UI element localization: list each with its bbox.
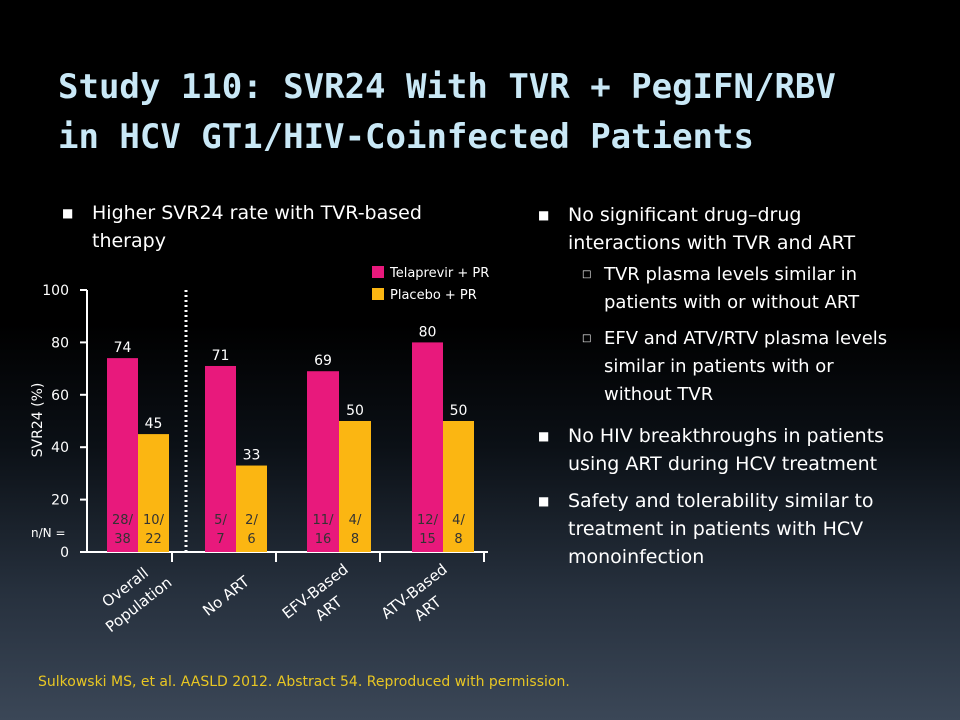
slide-title: Study 110: SVR24 With TVR + PegIFN/RBV i… [58,62,938,162]
n-value-bottom: 15 [419,532,436,547]
y-tick-label: 100 [42,283,69,299]
n-value-bottom: 38 [114,532,131,547]
bar-value-label: 33 [243,448,261,464]
bar-telaprevir [412,342,443,552]
right-bullet-1: ■ No significant drug–drug interactions … [538,201,856,257]
sub-bullet-1-line-1: TVR plasma levels similar in [604,264,858,285]
y-tick-label: 80 [51,335,69,351]
sub-bullet-1: □ TVR plasma levels similar in patients … [582,261,860,317]
n-value-bottom: 7 [216,532,224,547]
y-tick-label: 60 [51,388,69,404]
n-value-bottom: 8 [454,532,462,547]
n-value-top: 2/ [245,513,258,528]
bar-value-label: 45 [145,416,163,432]
right-bullet-1-line-2: interactions with TVR and ART [568,232,856,254]
n-value-top: 4/ [452,513,465,528]
right-bullet-2: ■ No HIV breakthroughs in patients using… [538,422,885,478]
n-value-bottom: 8 [351,532,359,547]
n-value-bottom: 22 [145,532,162,547]
bar-value-label: 74 [114,340,132,356]
n-value-top: 5/ [214,513,227,528]
title-line-1: Study 110: SVR24 With TVR + PegIFN/RBV [58,67,836,107]
y-tick-label: 0 [60,545,69,561]
n-value-top: 28/ [112,513,134,528]
bar-placebo [443,421,474,552]
bar-value-label: 71 [212,348,230,364]
bar-telaprevir [107,358,138,552]
bar-placebo [236,465,267,552]
hollow-square-bullet-icon: □ [582,269,592,280]
bar-value-label: 50 [450,403,468,419]
hollow-square-bullet-icon: □ [582,333,592,344]
legend-label: Telaprevir + PR [389,266,489,281]
sub-bullet-2-line-1: EFV and ATV/RTV plasma levels [604,328,888,349]
square-bullet-icon: ■ [538,494,550,508]
bar-placebo [339,421,371,552]
square-bullet-icon: ■ [538,429,550,443]
x-category-label-line: No ART [199,572,253,620]
x-category-label: No ART [199,572,253,620]
y-tick-label: 40 [51,440,69,456]
n-value-bottom: 6 [247,532,255,547]
bar-placebo [138,434,169,552]
legend-swatch [372,288,384,300]
y-tick-label: 20 [51,493,69,509]
sub-bullet-2: □ EFV and ATV/RTV plasma levels similar … [582,325,888,409]
legend-swatch [372,266,384,278]
title-line-2: in HCV GT1/HIV-Coinfected Patients [58,117,754,157]
right-bullet-3-line-1: Safety and tolerability similar to [568,490,874,512]
sub-bullet-2-line-2: similar in patients with or [604,356,834,377]
legend-label: Placebo + PR [390,288,477,303]
y-axis-label: SVR24 (%) [30,383,46,458]
n-value-top: 4/ [349,513,362,528]
bar-telaprevir [205,365,236,552]
right-bullet-2-line-2: using ART during HCV treatment [568,453,878,475]
right-bullet-2-line-1: No HIV breakthroughs in patients [568,425,885,447]
sub-bullet-2-line-3: without TVR [604,384,714,405]
right-bullet-3: ■ Safety and tolerability similar to tre… [538,487,874,571]
citation: Sulkowski MS, et al. AASLD 2012. Abstrac… [38,674,570,690]
n-value-top: 12/ [417,513,439,528]
left-bullet: ■ Higher SVR24 rate with TVR-based thera… [62,199,422,255]
right-bullet-3-line-2: treatment in patients with HCV [568,518,864,540]
n-value-bottom: 16 [315,532,332,547]
bar-value-label: 69 [314,353,332,369]
left-bullet-line-1: Higher SVR24 rate with TVR-based [92,202,422,224]
right-bullet-1-line-1: No significant drug–drug [568,204,802,226]
bar-value-label: 50 [346,403,364,419]
left-bullet-line-2: therapy [92,230,166,252]
right-bullet-3-line-3: monoinfection [568,546,705,568]
n-value-top: 10/ [143,513,165,528]
bar-value-label: 80 [419,324,437,340]
n-label: n/N = [31,526,66,540]
n-value-top: 11/ [313,513,335,528]
bar-telaprevir [307,371,339,552]
sub-bullet-1-line-2: patients with or without ART [604,292,860,313]
square-bullet-icon: ■ [62,206,74,220]
square-bullet-icon: ■ [538,208,550,222]
